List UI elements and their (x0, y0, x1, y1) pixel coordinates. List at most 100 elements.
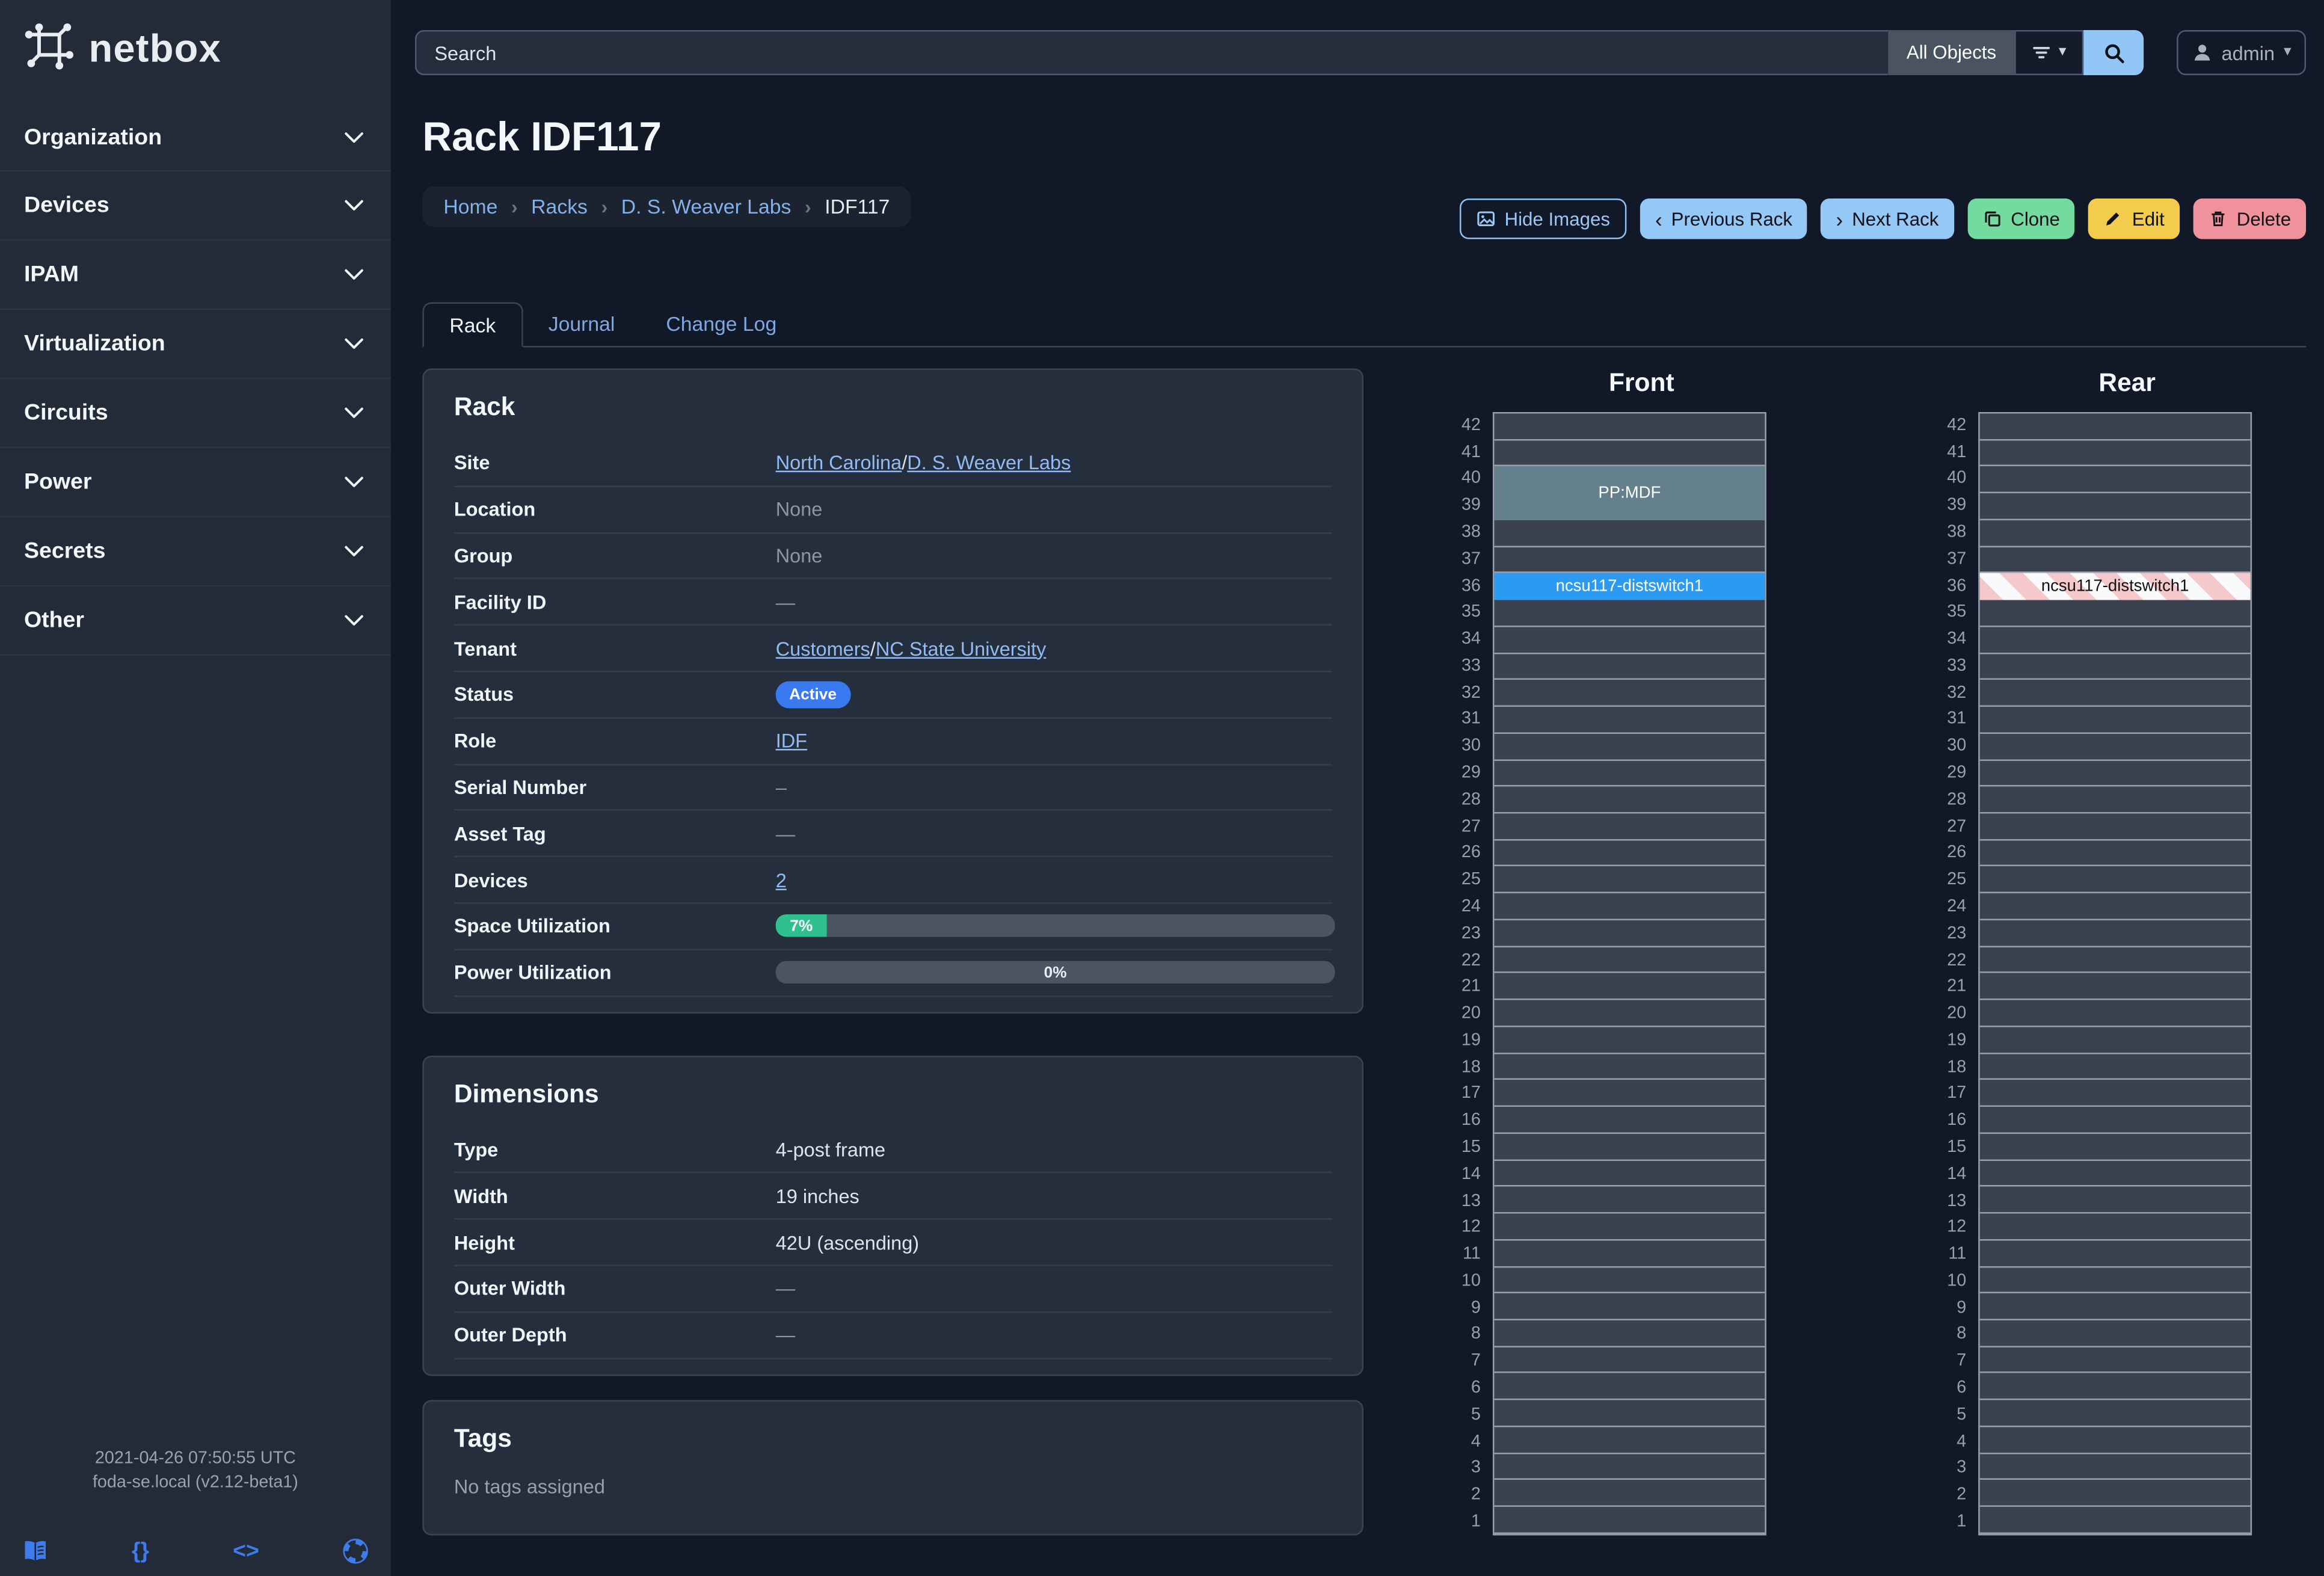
rack-unit-slot[interactable] (1979, 760, 2251, 787)
rack-unit-slot[interactable] (1494, 947, 1765, 974)
rack-unit-slot[interactable] (1979, 974, 2251, 1000)
rack-unit-slot[interactable] (1979, 707, 2251, 734)
rack-unit-slot[interactable] (1979, 1134, 2251, 1160)
rack-unit-slot[interactable] (1494, 707, 1765, 734)
search-input[interactable] (414, 30, 1889, 75)
rack-unit-slot[interactable] (1979, 654, 2251, 680)
rack-device[interactable]: ncsu117-distswitch1 (1979, 573, 2251, 600)
rack-unit-slot[interactable] (1494, 1427, 1765, 1454)
rack-unit-slot[interactable] (1494, 974, 1765, 1000)
search-scope-button[interactable]: All Objects (1888, 30, 2015, 75)
rack-unit-slot[interactable] (1979, 1054, 2251, 1080)
rack-unit-slot[interactable] (1494, 547, 1765, 574)
sidebar-item-other[interactable]: Other (0, 586, 391, 656)
previous-rack-button[interactable]: ‹ Previous Rack (1640, 199, 1808, 239)
rack-unit-slot[interactable] (1979, 1214, 2251, 1240)
rack-unit-slot[interactable] (1494, 1160, 1765, 1187)
rack-unit-slot[interactable] (1494, 1347, 1765, 1374)
rack-unit-slot[interactable] (1494, 1107, 1765, 1134)
rack-unit-slot[interactable] (1494, 414, 1765, 440)
rack-unit-slot[interactable] (1979, 1267, 2251, 1294)
delete-button[interactable]: Delete (2193, 199, 2307, 239)
sidebar-item-secrets[interactable]: Secrets (0, 517, 391, 586)
rack-unit-slot[interactable] (1494, 520, 1765, 547)
code-link[interactable]: <> (233, 1539, 259, 1565)
rack-unit-slot[interactable] (1494, 1054, 1765, 1080)
value-link[interactable]: Customers (775, 636, 870, 660)
rack-unit-slot[interactable] (1494, 1454, 1765, 1480)
rack-unit-slot[interactable] (1494, 920, 1765, 947)
rack-unit-slot[interactable] (1494, 760, 1765, 787)
rack-unit-slot[interactable] (1979, 520, 2251, 547)
rack-unit-slot[interactable] (1494, 1080, 1765, 1107)
rack-unit-slot[interactable] (1494, 894, 1765, 920)
rack-unit-slot[interactable] (1494, 1214, 1765, 1240)
rack-unit-slot[interactable] (1979, 1187, 2251, 1214)
rack-unit-slot[interactable] (1979, 734, 2251, 760)
value-link[interactable]: 2 (775, 868, 787, 891)
rack-unit-slot[interactable] (1979, 1454, 2251, 1480)
rack-unit-slot[interactable] (1494, 1294, 1765, 1320)
rack-unit-slot[interactable] (1979, 414, 2251, 440)
rack-unit-slot[interactable] (1494, 1240, 1765, 1267)
rack-unit-slot[interactable] (1979, 1427, 2251, 1454)
tab-change-log[interactable]: Change Log (666, 312, 777, 335)
rack-device[interactable]: ncsu117-distswitch1 (1494, 573, 1765, 600)
rack-unit-slot[interactable] (1494, 814, 1765, 840)
rack-unit-slot[interactable] (1979, 547, 2251, 574)
rack-unit-slot[interactable] (1979, 1160, 2251, 1187)
rack-unit-slot[interactable] (1979, 1294, 2251, 1320)
rack-unit-slot[interactable] (1494, 840, 1765, 867)
rack-unit-slot[interactable] (1979, 494, 2251, 520)
rack-unit-slot[interactable] (1979, 1347, 2251, 1374)
rack-unit-slot[interactable] (1979, 867, 2251, 894)
clone-button[interactable]: Clone (1967, 199, 2075, 239)
rack-unit-slot[interactable] (1979, 440, 2251, 467)
rack-unit-slot[interactable] (1494, 1027, 1765, 1054)
value-link[interactable]: D. S. Weaver Labs (907, 451, 1071, 475)
search-filter-button[interactable]: ▾ (2014, 30, 2084, 75)
rack-unit-slot[interactable] (1979, 467, 2251, 494)
value-link[interactable]: NC State University (875, 636, 1047, 660)
search-submit-button[interactable] (2083, 30, 2144, 75)
rack-unit-slot[interactable] (1979, 680, 2251, 707)
edit-button[interactable]: Edit (2088, 199, 2180, 239)
rack-unit-slot[interactable] (1979, 1027, 2251, 1054)
rack-unit-slot[interactable] (1494, 627, 1765, 654)
sidebar-item-virtualization[interactable]: Virtualization (0, 310, 391, 379)
value-link[interactable]: North Carolina (775, 451, 902, 475)
rack-unit-slot[interactable] (1979, 840, 2251, 867)
next-rack-button[interactable]: › Next Rack (1821, 199, 1954, 239)
breadcrumb-item[interactable]: Home (443, 195, 498, 218)
user-menu-button[interactable]: admin ▾ (2177, 30, 2307, 75)
sidebar-item-organization[interactable]: Organization (0, 102, 391, 171)
rack-unit-slot[interactable] (1979, 1507, 2251, 1534)
tab-rack[interactable]: Rack (422, 302, 523, 348)
breadcrumb-item[interactable]: D. S. Weaver Labs (621, 195, 792, 218)
rack-unit-slot[interactable] (1494, 600, 1765, 627)
rack-unit-slot[interactable] (1494, 1187, 1765, 1214)
rack-unit-slot[interactable] (1979, 920, 2251, 947)
tab-journal[interactable]: Journal (548, 312, 615, 335)
rack-unit-slot[interactable] (1494, 654, 1765, 680)
rack-unit-slot[interactable] (1494, 787, 1765, 814)
sidebar-item-ipam[interactable]: IPAM (0, 241, 391, 310)
rack-unit-slot[interactable] (1979, 1320, 2251, 1347)
rack-unit-slot[interactable] (1979, 600, 2251, 627)
hide-images-button[interactable]: Hide Images (1459, 199, 1627, 239)
rack-unit-slot[interactable] (1494, 680, 1765, 707)
rack-unit-slot[interactable] (1979, 787, 2251, 814)
rack-unit-slot[interactable] (1979, 814, 2251, 840)
rack-unit-slot[interactable] (1979, 1240, 2251, 1267)
netbox-logo[interactable]: netbox (0, 0, 391, 93)
rack-unit-slot[interactable] (1494, 734, 1765, 760)
rack-unit-slot[interactable] (1494, 867, 1765, 894)
rack-unit-slot[interactable] (1494, 440, 1765, 467)
rack-unit-slot[interactable] (1979, 1107, 2251, 1134)
rack-unit-slot[interactable] (1979, 1000, 2251, 1027)
rack-unit-slot[interactable] (1979, 1480, 2251, 1507)
rack-unit-slot[interactable] (1494, 1480, 1765, 1507)
rack-unit-slot[interactable] (1494, 1507, 1765, 1534)
rack-unit-slot[interactable] (1494, 1000, 1765, 1027)
rack-unit-slot[interactable] (1494, 1320, 1765, 1347)
